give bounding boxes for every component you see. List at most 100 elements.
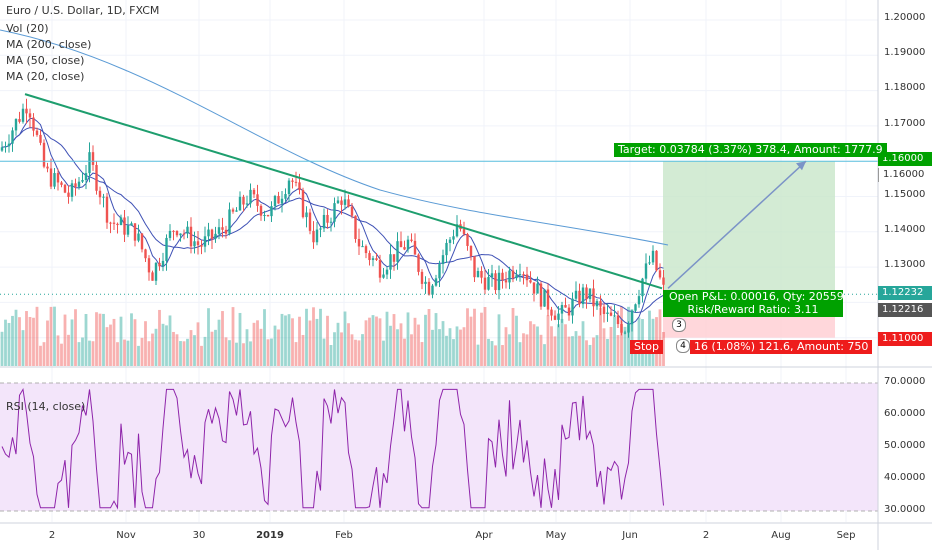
event-badge[interactable]: 4	[676, 339, 690, 353]
rr-label[interactable]: Risk/Reward Ratio: 3.11	[663, 303, 843, 317]
candle-body	[102, 196, 105, 198]
candle-body	[287, 180, 291, 195]
candle-body	[91, 152, 95, 165]
volume-bar	[179, 341, 182, 366]
event-badge[interactable]: 3	[672, 318, 686, 332]
volume-bar	[515, 315, 518, 366]
volume-bar	[658, 309, 662, 366]
volume-bar	[343, 311, 347, 366]
volume-bar	[249, 341, 252, 366]
volume-bar	[105, 327, 109, 366]
volume-bar	[455, 326, 459, 366]
volume-bar	[385, 311, 389, 366]
candle-body	[315, 229, 319, 243]
candle-body	[14, 119, 18, 131]
volume-bar	[126, 340, 130, 366]
candle-body	[238, 196, 242, 211]
volume-bar	[501, 345, 504, 366]
candle-body	[371, 258, 375, 261]
volume-bar	[228, 340, 231, 366]
stop-label-prefix[interactable]: Stop	[630, 340, 664, 354]
candle-body	[161, 260, 165, 267]
volume-bar	[448, 328, 452, 366]
candle-body	[326, 214, 329, 223]
date-tick: 2	[702, 530, 710, 541]
study-ma200[interactable]: MA (200, close)	[6, 38, 92, 51]
volume-bar	[497, 314, 501, 366]
candle-body	[263, 215, 266, 217]
volume-bar	[347, 323, 350, 366]
volume-bar	[217, 319, 221, 366]
volume-bar	[252, 322, 256, 366]
volume-bar	[480, 312, 483, 366]
trend-line	[24, 93, 663, 290]
volume-bar	[172, 331, 175, 366]
price-tick: 1.17000	[884, 118, 926, 129]
volume-bar	[186, 338, 189, 366]
volume-bar	[49, 306, 53, 366]
volume-bar	[81, 337, 84, 366]
volume-bar	[532, 324, 536, 366]
candle-body	[277, 195, 280, 204]
volume-bar	[7, 322, 11, 366]
candle-body	[7, 143, 11, 147]
candle-body	[98, 190, 102, 198]
rsi-tick: 40.0000	[884, 472, 926, 483]
candle-body	[445, 242, 448, 256]
volume-bar	[392, 314, 396, 366]
volume-bar	[84, 314, 88, 366]
candle-body	[368, 253, 371, 261]
candle-body	[63, 184, 67, 193]
volume-bar	[116, 342, 119, 366]
candle-body	[550, 309, 553, 316]
rsi-label[interactable]: RSI (14, close)	[6, 400, 86, 413]
drawings[interactable]	[0, 93, 878, 295]
candle-body	[382, 274, 385, 278]
volume-bar	[291, 318, 294, 366]
target-price-tag: 1.16000	[878, 152, 932, 166]
candle-body	[574, 290, 578, 299]
candle-body	[74, 183, 77, 187]
volume-bar	[487, 338, 490, 366]
volume-bar	[140, 337, 144, 366]
date-tick: Nov	[116, 530, 136, 541]
candle-body	[4, 146, 7, 148]
volume-bar	[60, 343, 63, 366]
date-tick: Apr	[475, 530, 493, 541]
study-volume[interactable]: Vol (20)	[6, 22, 49, 35]
volume-bar	[67, 334, 70, 366]
study-ma20[interactable]: MA (20, close)	[6, 70, 85, 83]
study-ma50[interactable]: MA (50, close)	[6, 54, 85, 67]
candle-body	[637, 296, 641, 305]
candle-body	[144, 249, 147, 259]
candle-body	[140, 233, 144, 250]
chart-title[interactable]: Euro / U.S. Dollar, 1D, FXCM	[6, 4, 160, 17]
target-label[interactable]: Target: 0.03784 (3.37%) 378.4, Amount: 1…	[614, 143, 887, 157]
candle-body	[466, 233, 469, 246]
candle-body	[501, 272, 504, 281]
volume-bar	[98, 313, 102, 366]
stop-label[interactable]: 16 (1.08%) 121.6, Amount: 750	[690, 340, 873, 354]
volume-bar	[529, 321, 532, 366]
volume-bar	[336, 322, 340, 366]
volume-bar	[221, 311, 224, 366]
volume-bar	[452, 339, 455, 366]
volume-bar	[137, 345, 140, 366]
volume-bar	[662, 332, 665, 366]
volume-bar	[182, 341, 186, 366]
volume-bar	[193, 335, 196, 366]
volume-bar	[511, 307, 515, 366]
volume-bars	[0, 306, 665, 366]
volume-bar	[522, 333, 525, 366]
volume-bar	[235, 342, 238, 366]
volume-bar	[305, 308, 308, 366]
candle-body	[294, 181, 298, 183]
candle-body	[364, 246, 368, 254]
volume-bar	[130, 313, 133, 366]
volume-bar	[109, 324, 112, 366]
volume-bar	[382, 340, 385, 366]
candle-body	[256, 194, 259, 206]
pnl-label[interactable]: Open P&L: 0.00016, Qty: 20559	[663, 290, 844, 304]
volume-bar	[11, 315, 14, 366]
